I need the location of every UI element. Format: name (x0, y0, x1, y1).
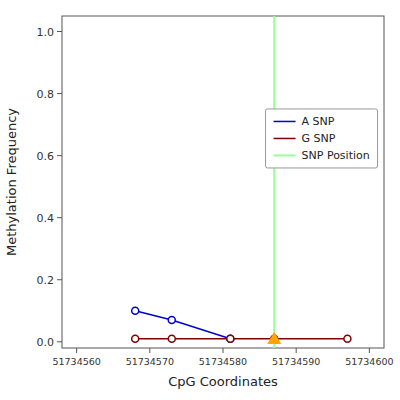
legend-box (266, 109, 378, 168)
y-tick-label: 0.8 (37, 88, 55, 101)
y-tick-label: 1.0 (37, 26, 55, 39)
series-line (135, 311, 230, 339)
x-tick (369, 348, 370, 353)
point (168, 317, 175, 324)
x-tick-label: 51734580 (199, 356, 247, 367)
legend-swatch (274, 121, 296, 123)
legend-swatch (274, 154, 296, 156)
legend-label: A SNP (302, 115, 335, 128)
y-tick (57, 31, 62, 32)
x-tick (149, 348, 150, 353)
y-tick (57, 279, 62, 280)
x-tick-label: 51734600 (345, 356, 393, 367)
x-axis-label: CpG Coordinates (168, 374, 278, 389)
point (132, 307, 139, 314)
triangle-marker (267, 332, 281, 344)
y-axis-label: Methylation Frequency (4, 108, 19, 256)
point (227, 335, 234, 342)
y-tick (57, 155, 62, 156)
legend-label: SNP Position (302, 149, 370, 162)
y-tick (57, 217, 62, 218)
point (227, 335, 234, 342)
y-tick-label: 0.0 (37, 336, 55, 349)
x-tick (76, 348, 77, 353)
y-tick-label: 0.4 (37, 212, 55, 225)
axes: 51734560 51734570 51734580 51734590 51734600… (37, 26, 394, 367)
plot-frame (62, 16, 384, 348)
point (132, 335, 139, 342)
point (168, 335, 175, 342)
chart: 51734560 51734570 51734580 51734590 51734600… (0, 0, 400, 400)
legend-label: G SNP (302, 132, 336, 145)
y-tick-label: 0.6 (37, 150, 55, 163)
legend: A SNP G SNP SNP Position (266, 109, 378, 168)
y-tick-label: 0.2 (37, 274, 55, 287)
snp-position-line (273, 16, 275, 348)
series-line (135, 338, 347, 340)
x-tick-label: 51734590 (272, 356, 320, 367)
x-tick-label: 51734560 (52, 356, 100, 367)
plot-area (132, 16, 351, 348)
y-tick (57, 93, 62, 94)
x-tick (296, 348, 297, 353)
x-tick (223, 348, 224, 353)
legend-swatch (274, 138, 296, 140)
x-tick-label: 51734570 (126, 356, 174, 367)
y-tick (57, 341, 62, 342)
point (344, 335, 351, 342)
